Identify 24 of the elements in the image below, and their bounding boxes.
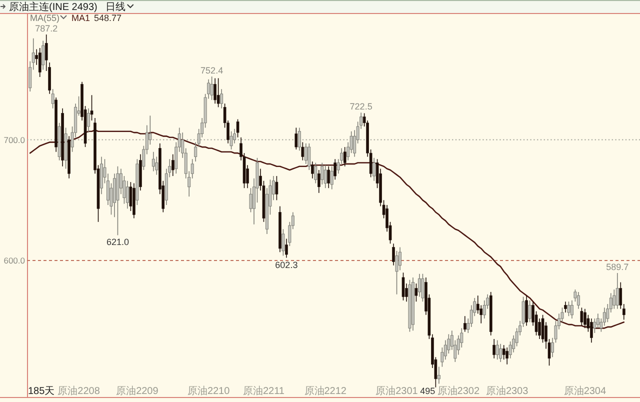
x-tick-label: 原油2301 bbox=[376, 385, 418, 397]
annotation: 495 bbox=[420, 386, 436, 396]
y-tick-label: 600.0 bbox=[4, 256, 26, 266]
x-tick-label: 原油2209 bbox=[116, 385, 159, 397]
annotation: MA(55) bbox=[30, 13, 60, 23]
chart-title: 原油主连(INE 2493) bbox=[9, 1, 98, 13]
annotation: 722.5 bbox=[350, 102, 372, 112]
text: MA1 bbox=[72, 13, 90, 23]
x-tick-label: 原油2304 bbox=[564, 385, 607, 397]
x-tick-label: 原油2211 bbox=[242, 385, 285, 397]
annotation: 787.2 bbox=[35, 23, 58, 34]
annotation: 621.0 bbox=[106, 237, 129, 248]
y-tick-label: 700.0 bbox=[4, 134, 26, 145]
chart-subtitle: 日线 bbox=[105, 1, 126, 13]
x-tick-label: 原油2303 bbox=[486, 385, 529, 397]
x-tick-label: 原油2208 bbox=[58, 385, 100, 397]
annotation: 548.77 bbox=[94, 13, 122, 23]
annotation: 752.4 bbox=[200, 66, 224, 76]
annotation: 602.3 bbox=[275, 260, 298, 270]
annotation: 589.7 bbox=[606, 262, 629, 272]
x-tick-label: 原油2210 bbox=[187, 385, 230, 397]
annotation: 185天 bbox=[28, 386, 55, 397]
x-tick-label: 原油2302 bbox=[437, 385, 480, 397]
x-tick-label: 原油2212 bbox=[304, 385, 347, 397]
